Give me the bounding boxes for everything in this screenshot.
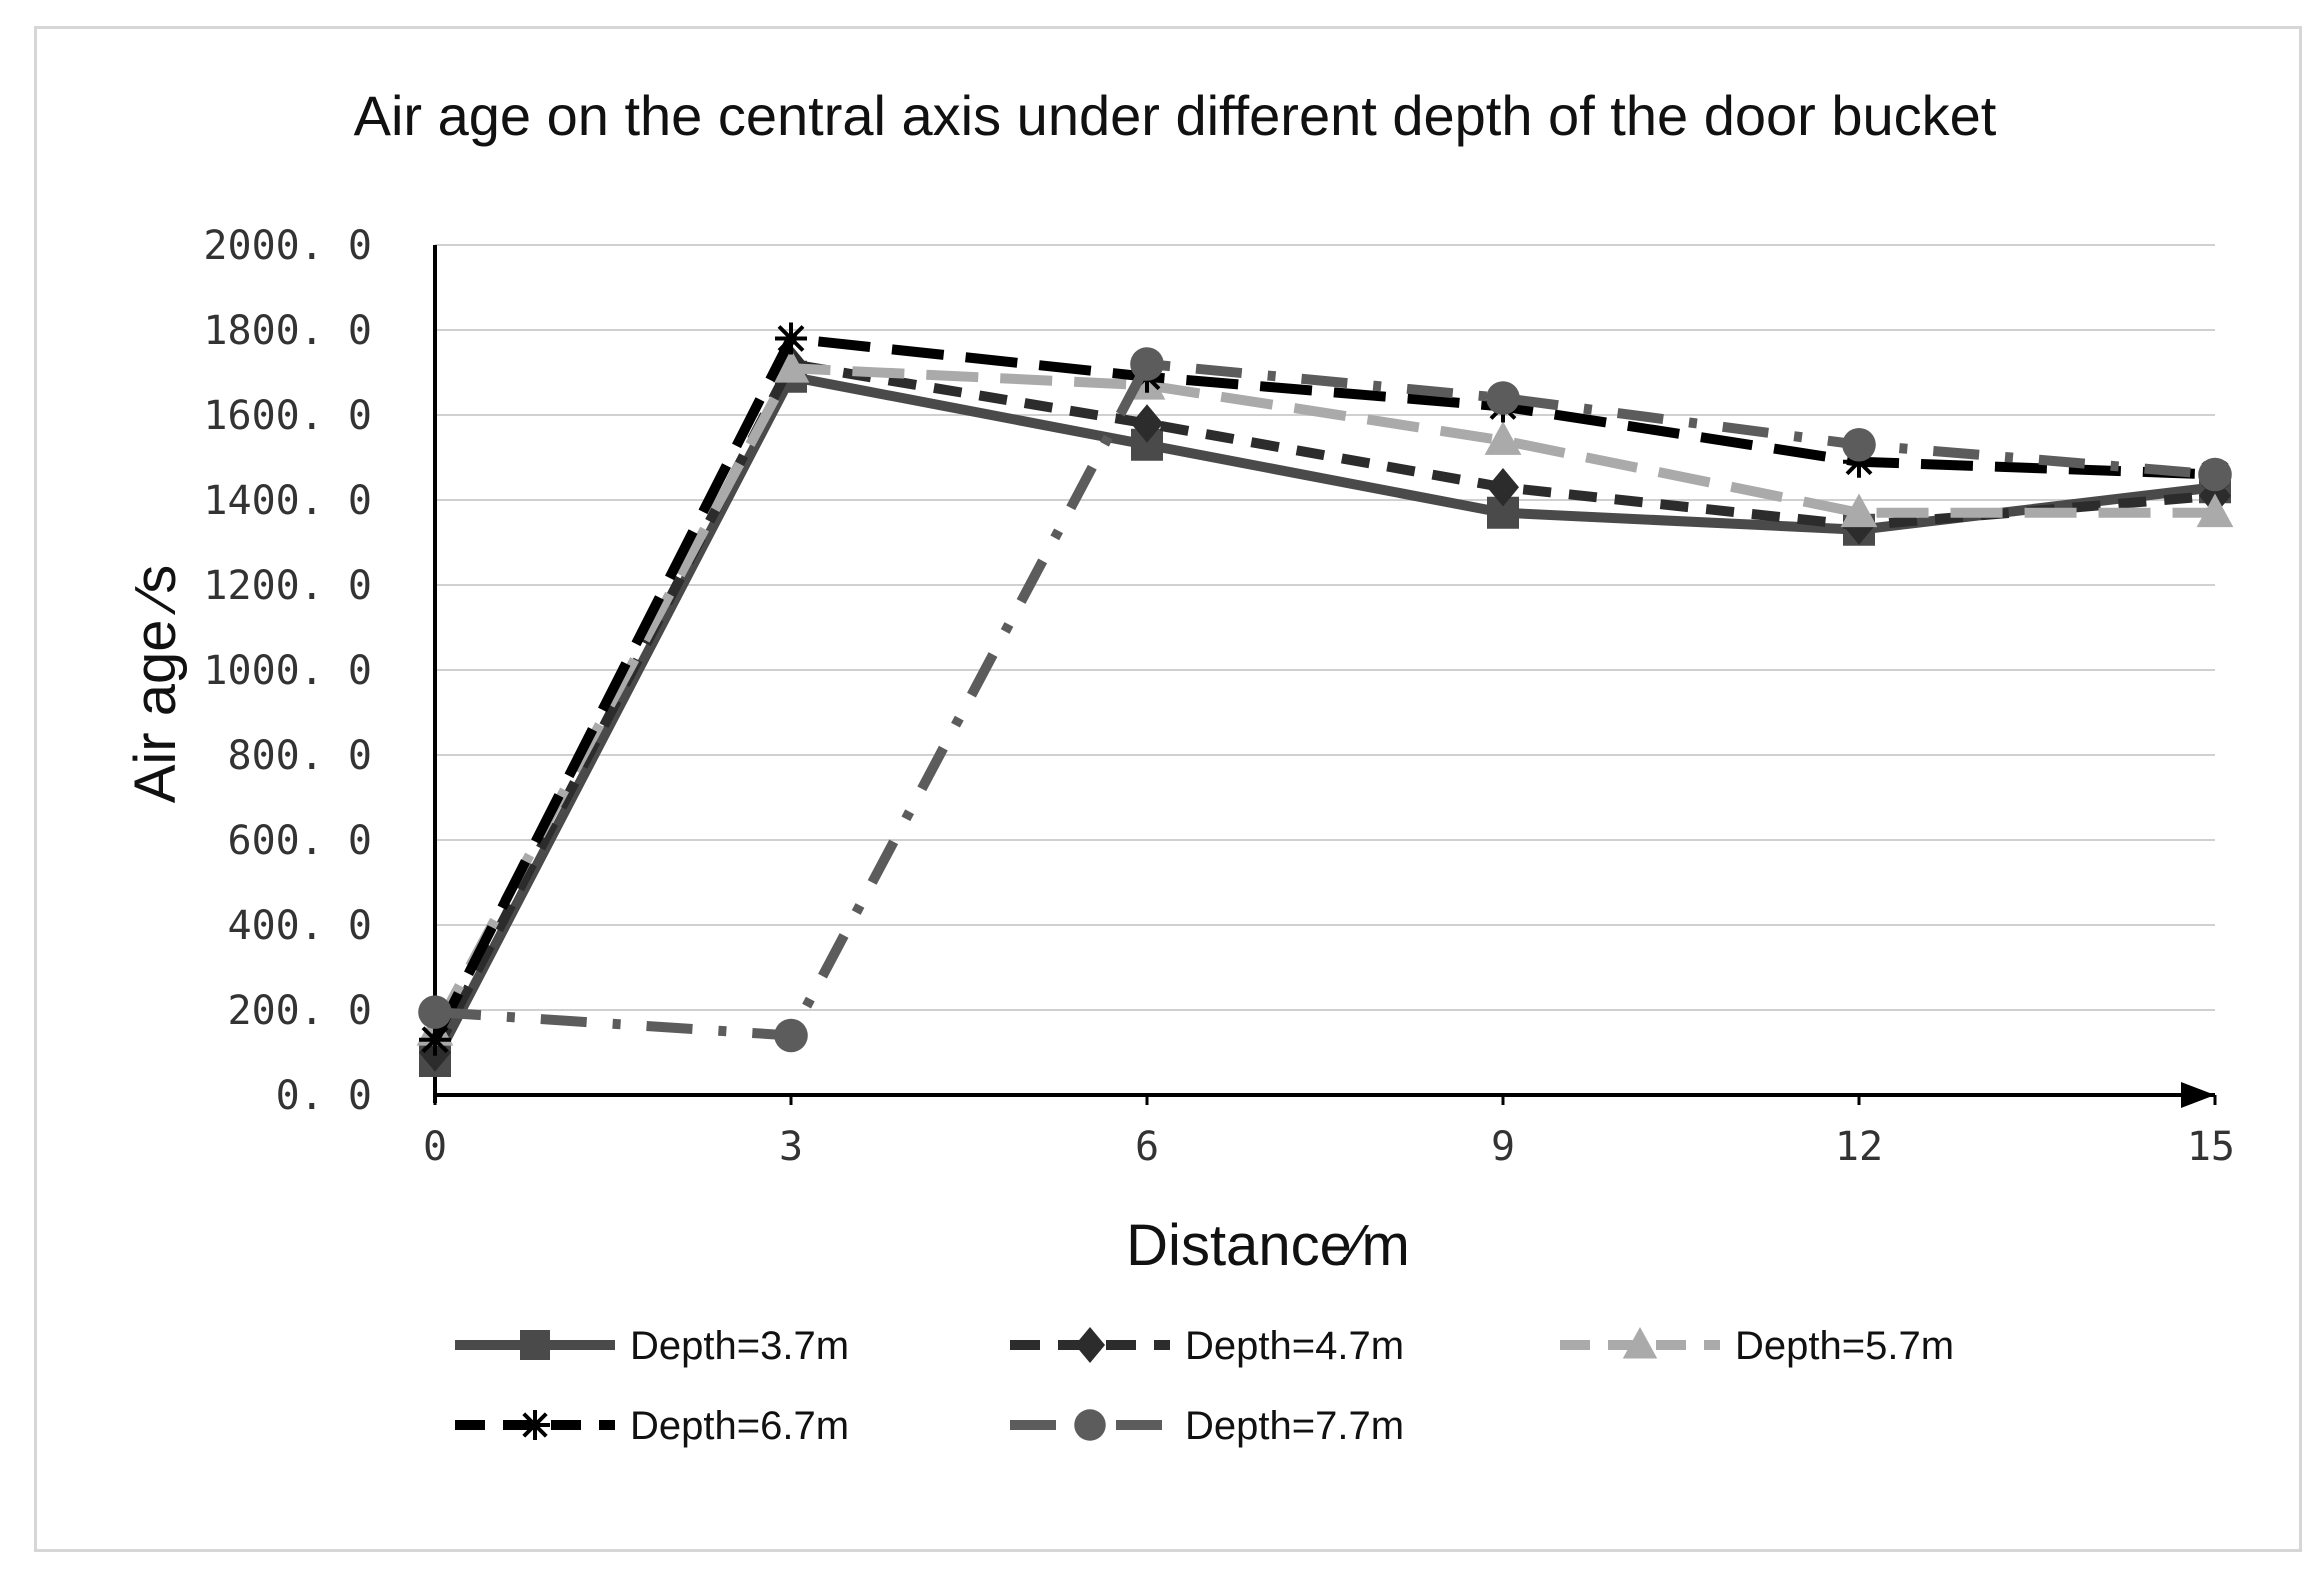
legend-marker	[1075, 1327, 1105, 1363]
series-4	[419, 322, 2231, 1056]
x-axis-title: Distance∕m	[1126, 1213, 1410, 1278]
data-point	[1487, 468, 1519, 507]
data-point	[2196, 493, 2234, 528]
y-tick-label: 0. 0	[276, 1073, 372, 1119]
legend-marker	[520, 1410, 550, 1440]
y-tick-label: 1400. 0	[203, 478, 372, 524]
legend-label: Depth=6.7m	[630, 1404, 849, 1448]
y-tick-label: 600. 0	[228, 818, 373, 864]
legend: Depth=3.7m Depth=4.7m Depth=5.7m Depth=6.7m…	[455, 1324, 1954, 1448]
data-point	[775, 322, 807, 355]
x-axis-arrow	[2181, 1082, 2215, 1108]
x-tick-label: 9	[1491, 1124, 1515, 1170]
x-tick-label: 0	[423, 1124, 447, 1170]
legend-label: Depth=3.7m	[630, 1324, 849, 1368]
series-line	[434, 359, 2216, 1041]
legend-label: Depth=7.7m	[1185, 1404, 1404, 1448]
data-point	[1840, 493, 1878, 528]
x-tick-label: 15	[2187, 1124, 2235, 1170]
y-tick-label: 2000. 0	[203, 223, 372, 269]
legend-label: Depth=5.7m	[1735, 1324, 1954, 1368]
legend-item: Depth=6.7m	[455, 1404, 849, 1448]
chart-title: Air age on the central axis under differ…	[354, 84, 1997, 147]
legend-marker	[1074, 1409, 1106, 1441]
data-point	[418, 995, 452, 1029]
y-tick-label: 1000. 0	[203, 648, 372, 694]
y-tick-label: 1200. 0	[203, 563, 372, 609]
y-tick-label: 1800. 0	[203, 308, 372, 354]
x-tick-label: 3	[779, 1124, 803, 1170]
data-point	[1486, 381, 1520, 415]
legend-marker	[520, 1330, 550, 1360]
legend-item: Depth=4.7m	[1010, 1324, 1404, 1368]
series-line	[430, 333, 2216, 1043]
series-3	[416, 349, 2234, 1046]
y-tick-label: 400. 0	[228, 903, 373, 949]
y-tick-label: 200. 0	[228, 988, 373, 1034]
data-point	[1484, 421, 1522, 455]
axis-layer: 0. 0 200. 0 400. 0 600. 0 800. 0 1000. 0 1200.…	[203, 223, 2235, 1170]
series-5	[418, 347, 2232, 1053]
legend-item: Depth=3.7m	[455, 1324, 849, 1368]
series-line	[430, 363, 2215, 1034]
y-axis-title: Air age ∕s	[123, 565, 188, 804]
data-point	[1130, 347, 1164, 381]
data-point	[772, 349, 810, 383]
x-tick-label: 12	[1835, 1124, 1883, 1170]
chart-frame	[34, 26, 2302, 1552]
data-point	[2198, 457, 2232, 492]
x-tick-label: 6	[1135, 1124, 1159, 1170]
legend-item: Depth=5.7m	[1560, 1324, 1954, 1368]
legend-label: Depth=4.7m	[1185, 1324, 1404, 1368]
data-point	[419, 1023, 451, 1056]
data-point	[774, 1018, 808, 1053]
series-layer	[416, 322, 2234, 1077]
y-tick-label: 1600. 0	[203, 393, 372, 439]
grid-layer	[435, 244, 2215, 1011]
series-line	[430, 371, 2216, 1064]
y-tick-label: 800. 0	[228, 733, 373, 779]
data-point	[1842, 427, 1876, 462]
data-point	[1131, 404, 1163, 443]
legend-marker	[1622, 1327, 1658, 1359]
legend-item: Depth=7.7m	[1010, 1404, 1404, 1448]
